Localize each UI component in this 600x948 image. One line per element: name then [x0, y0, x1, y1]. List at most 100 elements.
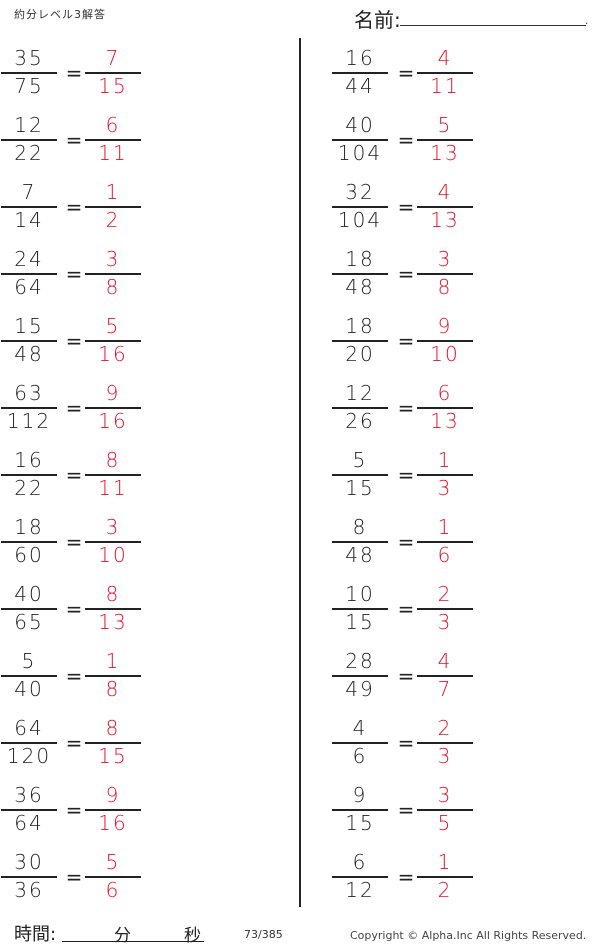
fraction-bar: [85, 876, 141, 878]
question-numerator: 7: [21, 180, 37, 204]
equals-sign: =: [65, 396, 83, 420]
fraction-bar: [85, 139, 141, 141]
equals-sign: =: [397, 61, 415, 85]
answer-denominator: 13: [430, 409, 460, 433]
fraction-bar: [332, 72, 388, 74]
answer-denominator: 13: [430, 208, 460, 232]
equals-sign: =: [65, 597, 83, 621]
answer-fraction: 6 13: [417, 380, 473, 436]
answer-denominator: 2: [437, 878, 453, 902]
answer-fraction: 8 15: [85, 715, 141, 771]
answer-numerator: 9: [105, 381, 121, 405]
fraction-bar: [1, 809, 57, 811]
question-denominator: 15: [345, 610, 375, 634]
answer-fraction: 5 13: [417, 112, 473, 168]
answer-denominator: 5: [437, 811, 453, 835]
answer-numerator: 8: [105, 716, 121, 740]
answer-numerator: 4: [437, 180, 453, 204]
page-number: 73/385: [244, 928, 283, 941]
fraction-bar: [85, 407, 141, 409]
question-fraction: 16 22: [1, 447, 57, 503]
fraction-bar: [1, 541, 57, 543]
question-numerator: 10: [345, 582, 375, 606]
question-denominator: 48: [14, 342, 44, 366]
fraction-bar: [332, 206, 388, 208]
answer-numerator: 8: [105, 448, 121, 472]
fraction-bar: [1, 675, 57, 677]
question-denominator: 22: [14, 476, 44, 500]
fraction-bar: [417, 876, 473, 878]
answer-numerator: 3: [437, 247, 453, 271]
answer-numerator: 9: [437, 314, 453, 338]
question-numerator: 5: [21, 649, 37, 673]
equals-sign: =: [397, 396, 415, 420]
answer-numerator: 3: [437, 783, 453, 807]
question-denominator: 65: [14, 610, 44, 634]
minutes-label: 分: [114, 926, 131, 946]
equals-sign: =: [397, 597, 415, 621]
answer-fraction: 9 16: [85, 380, 141, 436]
question-denominator: 12: [345, 878, 375, 902]
equals-sign: =: [397, 664, 415, 688]
fraction-bar: [417, 541, 473, 543]
equals-sign: =: [65, 530, 83, 554]
question-numerator: 28: [345, 649, 375, 673]
answer-fraction: 8 13: [85, 581, 141, 637]
equals-sign: =: [397, 195, 415, 219]
answer-denominator: 2: [105, 208, 121, 232]
name-field-line: [400, 25, 586, 26]
fraction-bar: [332, 139, 388, 141]
question-fraction: 16 44: [332, 45, 388, 101]
question-denominator: 22: [14, 141, 44, 165]
answer-fraction: 4 11: [417, 45, 473, 101]
question-fraction: 12 22: [1, 112, 57, 168]
question-numerator: 16: [14, 448, 44, 472]
equals-sign: =: [397, 262, 415, 286]
fraction-bar: [332, 809, 388, 811]
answer-numerator: 6: [105, 113, 121, 137]
equals-sign: =: [65, 61, 83, 85]
question-numerator: 18: [345, 314, 375, 338]
fraction-bar: [332, 407, 388, 409]
answer-denominator: 16: [98, 811, 128, 835]
question-numerator: 18: [345, 247, 375, 271]
answer-numerator: 5: [437, 113, 453, 137]
fraction-bar: [1, 340, 57, 342]
answer-numerator: 4: [437, 46, 453, 70]
question-numerator: 30: [14, 850, 44, 874]
question-denominator: 36: [14, 878, 44, 902]
fraction-bar: [417, 742, 473, 744]
question-denominator: 112: [6, 409, 52, 433]
fraction-bar: [417, 608, 473, 610]
answer-numerator: 8: [105, 582, 121, 606]
fraction-bar: [1, 407, 57, 409]
equals-sign: =: [65, 463, 83, 487]
question-fraction: 32 104: [332, 179, 388, 235]
question-numerator: 36: [14, 783, 44, 807]
question-fraction: 63 112: [1, 380, 57, 436]
question-fraction: 18 60: [1, 514, 57, 570]
answer-denominator: 3: [437, 476, 453, 500]
copyright: Copyright © Alpha.Inc All Rights Reserve…: [350, 929, 587, 942]
fraction-bar: [1, 273, 57, 275]
answer-numerator: 7: [105, 46, 121, 70]
fraction-bar: [332, 273, 388, 275]
fraction-bar: [85, 742, 141, 744]
question-numerator: 12: [14, 113, 44, 137]
fraction-bar: [332, 541, 388, 543]
answer-fraction: 4 13: [417, 179, 473, 235]
fraction-bar: [332, 608, 388, 610]
question-numerator: 40: [14, 582, 44, 606]
answer-denominator: 11: [98, 141, 128, 165]
answer-denominator: 8: [437, 275, 453, 299]
question-fraction: 15 48: [1, 313, 57, 369]
answer-numerator: 2: [437, 582, 453, 606]
question-denominator: 14: [14, 208, 44, 232]
fraction-bar: [85, 809, 141, 811]
answer-numerator: 4: [437, 649, 453, 673]
